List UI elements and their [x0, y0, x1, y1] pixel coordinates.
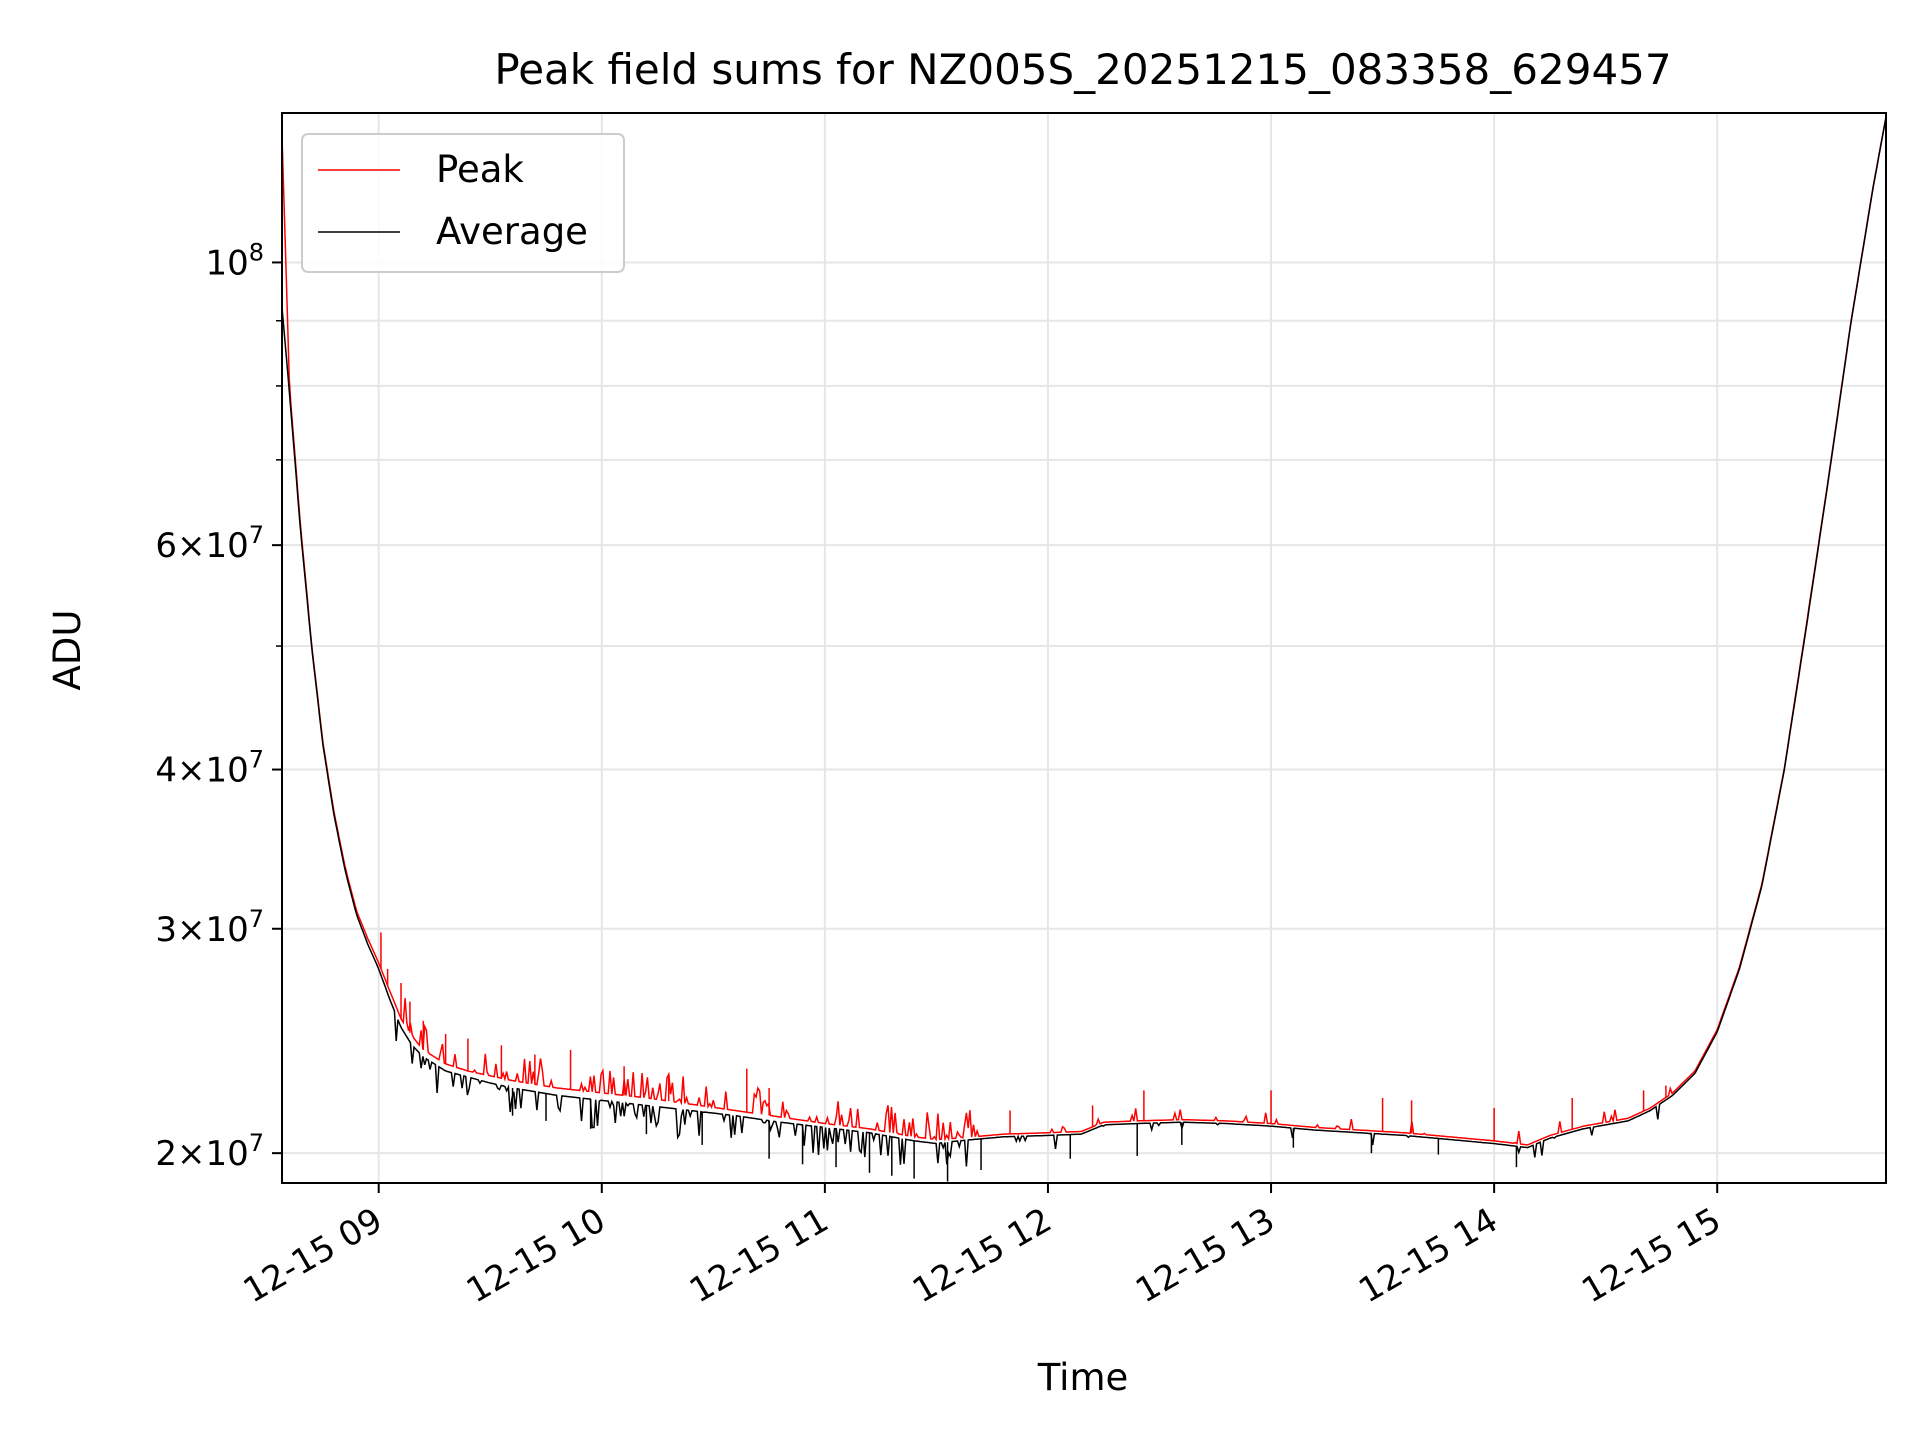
plot-frame [281, 112, 1887, 1184]
legend: Peak Average [301, 133, 625, 273]
legend-box [301, 133, 625, 273]
legend-peak-label: Peak [436, 148, 524, 191]
x-tick-label: 12-15 11 [683, 1200, 835, 1311]
y-tick-label: 2×107 [155, 1129, 264, 1174]
y-axis-label: ADU [46, 610, 89, 691]
x-tick-label: 12-15 14 [1352, 1200, 1504, 1311]
x-tick-label: 12-15 12 [906, 1200, 1058, 1311]
legend-average-label: Average [436, 210, 588, 253]
chart-title: Peak field sums for NZ005S_20251215_0833… [494, 45, 1671, 94]
series-line-average [281, 117, 1887, 1167]
series-line-peak [281, 117, 1887, 1146]
grid-layer [282, 113, 1886, 1183]
y-tick-label: 108 [205, 238, 264, 283]
x-tick-label: 12-15 13 [1129, 1200, 1281, 1311]
x-tick-label: 12-15 09 [237, 1200, 389, 1311]
y-tick-label: 3×107 [155, 905, 264, 950]
x-tick-label: 12-15 10 [460, 1200, 612, 1311]
y-tick-label: 4×107 [155, 746, 264, 791]
y-tick-label: 6×107 [155, 521, 264, 566]
x-tick-label: 12-15 15 [1575, 1200, 1727, 1311]
x-axis-label: Time [1037, 1356, 1129, 1399]
axes-layer: 12-15 09 12-15 10 12-15 11 12-15 12 12-15 13… [155, 112, 1887, 1311]
series-layer [281, 117, 1887, 1182]
